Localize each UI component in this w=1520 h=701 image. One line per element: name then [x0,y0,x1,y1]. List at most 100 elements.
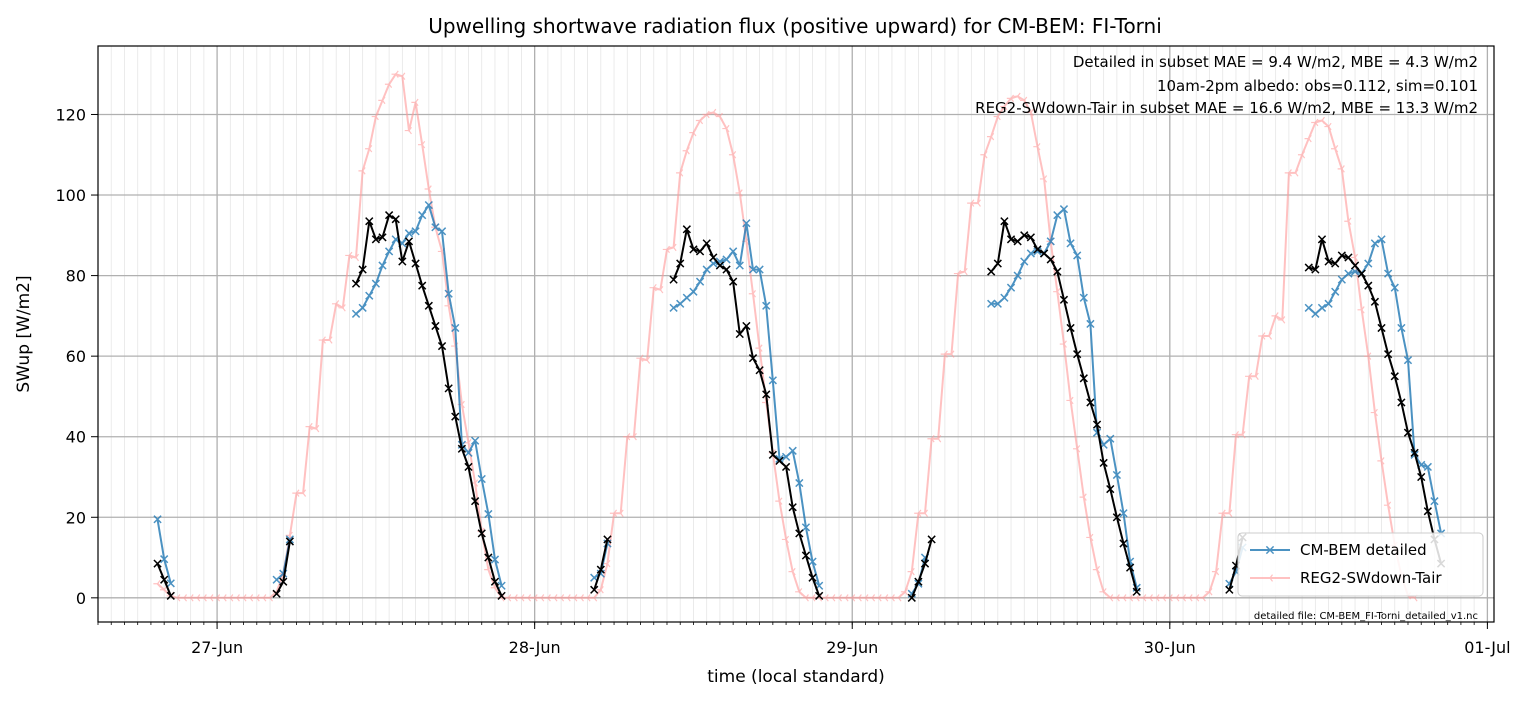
data-point [477,474,486,484]
data-point [1350,261,1360,270]
data-point [676,169,684,177]
data-point [424,301,433,310]
data-point [1033,245,1042,254]
y-tick-label: 100 [55,186,86,205]
data-point [1423,462,1432,472]
data-point [305,422,313,431]
data-point [1132,587,1141,596]
data-point [1013,271,1022,280]
data-point [1192,594,1200,602]
data-point [358,265,367,274]
data-point [371,235,381,244]
data-point [1053,211,1062,220]
data-point [623,432,631,441]
series-layer [153,70,1446,602]
series-2 [153,211,1446,602]
data-point [1311,118,1319,127]
data-point [1317,235,1327,244]
series-1 [153,70,1418,602]
data-point [662,245,670,254]
data-point [530,594,538,602]
y-tick-label: 20 [66,508,86,527]
data-point [689,245,698,254]
data-point [702,110,710,119]
data-point [1125,594,1134,602]
data-point [1046,255,1055,264]
data-point [1297,151,1306,159]
data-point [1423,507,1432,516]
data-point [1337,251,1346,260]
data-point [1172,594,1180,602]
data-point [358,167,366,175]
data-point [715,112,723,121]
data-point [1099,458,1108,468]
data-point [1225,509,1233,517]
data-point [748,354,758,363]
data-point [695,247,705,256]
data-point [325,336,333,344]
data-point [378,261,387,270]
data-point [828,594,836,602]
data-point [1370,239,1380,248]
data-point [748,265,758,274]
data-point [914,509,922,517]
data-point [821,594,829,602]
data-point [153,580,161,588]
data-point [245,594,254,602]
annotation-detailed-stats: Detailed in subset MAE = 9.4 W/m2, MBE =… [1073,53,1478,71]
y-tick-label: 80 [66,267,86,286]
data-point [927,435,935,443]
data-point [252,594,260,602]
data-point [331,300,340,308]
data-point [378,233,387,242]
y-axis-label: SWup [W/m2] [14,275,34,392]
data-point [815,591,824,600]
data-point [563,594,571,602]
data-point [226,594,234,602]
data-point [775,497,783,505]
data-point [629,432,637,441]
x-tick-label: 01-Jul [1464,638,1510,657]
data-point [1026,233,1036,242]
data-point [1238,430,1246,439]
data-point [272,575,281,584]
data-point [801,594,809,602]
data-point [1324,299,1333,308]
data-point [1383,501,1392,509]
data-point [1344,253,1353,262]
data-point [841,594,849,602]
data-point [431,223,440,232]
data-point [1390,283,1399,292]
data-point [1251,372,1259,381]
data-point [1198,594,1206,602]
data-point [292,489,300,497]
data-point [1092,565,1101,574]
data-point [543,594,551,602]
data-point [1059,295,1069,304]
data-point [1026,249,1036,258]
data-point [993,112,1001,121]
data-point [166,579,175,588]
data-point [596,565,605,574]
data-point [1066,323,1075,333]
data-point [795,529,804,538]
y-tick-label: 120 [55,105,86,124]
data-point [1185,594,1193,602]
data-point [1245,372,1253,381]
data-point [411,227,420,236]
data-point [1079,293,1088,302]
data-point [259,594,267,602]
data-point [927,535,936,544]
data-point [729,277,738,286]
data-point [411,259,420,268]
data-point [709,253,718,262]
data-point [437,341,447,351]
data-point [1106,434,1115,443]
data-point [669,303,678,312]
data-point [1357,269,1366,278]
data-point [636,354,644,362]
data-point [940,350,948,358]
data-point [1000,293,1009,302]
data-point [1059,205,1069,214]
data-point [1410,448,1419,457]
